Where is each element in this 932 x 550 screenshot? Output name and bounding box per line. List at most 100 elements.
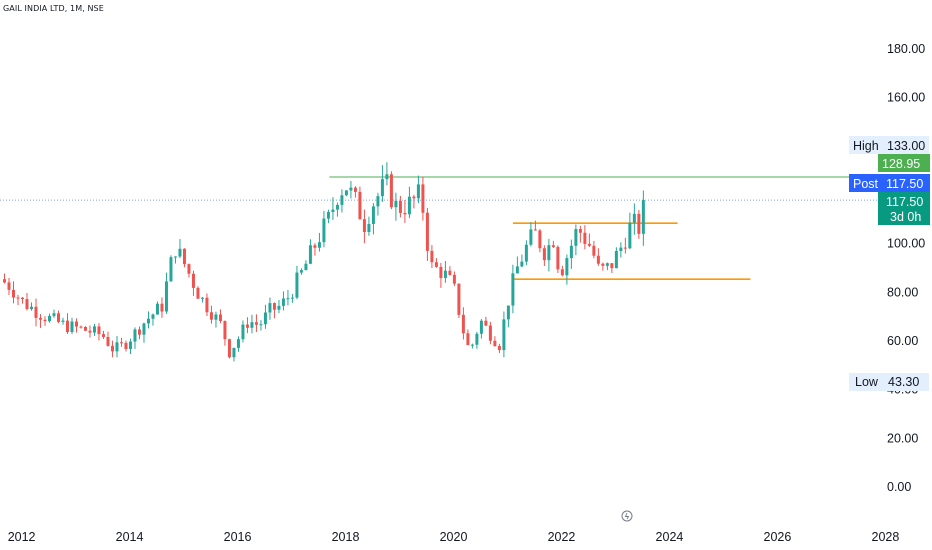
- candle-body: [200, 297, 204, 299]
- post-label-value: 117.50: [886, 177, 923, 191]
- candle-body: [331, 209, 335, 213]
- candle-body: [362, 219, 366, 233]
- time-axis-tick: 2012: [8, 530, 36, 544]
- candlestick-series: [2, 162, 645, 362]
- candle-body: [79, 326, 83, 328]
- candle-body: [191, 273, 195, 288]
- current-price-value: 117.50: [886, 195, 923, 209]
- candle-body: [430, 250, 434, 263]
- candle-body: [560, 269, 564, 276]
- candle-body: [533, 229, 537, 231]
- candle-body: [529, 229, 533, 245]
- candle-body: [367, 223, 371, 233]
- time-axis-tick: 2026: [764, 530, 792, 544]
- candle-body: [497, 346, 501, 351]
- horizontal-lines: [0, 176, 878, 280]
- post-label: Post 117.50: [849, 174, 930, 192]
- candle-body: [88, 330, 92, 333]
- current-price-tag-bg: [878, 192, 930, 225]
- time-axis[interactable]: 2012 2014 2016 2018 2020 2022 2024 2026 2028: [8, 530, 900, 544]
- candle-body: [290, 297, 294, 299]
- candle-body: [205, 297, 209, 313]
- candle-body: [322, 218, 326, 243]
- candle-body: [466, 333, 470, 346]
- candle-body: [133, 329, 137, 342]
- candle-body: [241, 324, 245, 340]
- candle-body: [74, 321, 78, 327]
- candle-body: [452, 274, 456, 284]
- candle-body: [187, 264, 191, 274]
- candle-body: [434, 262, 438, 267]
- time-axis-tick: 2020: [440, 530, 468, 544]
- candle-body: [619, 247, 623, 251]
- candle-body: [128, 341, 132, 349]
- candle-body: [299, 270, 303, 273]
- candle-body: [547, 245, 551, 261]
- candle-body: [209, 312, 213, 320]
- candle-body: [218, 314, 222, 322]
- post-label-text: Post: [853, 177, 879, 191]
- candle-body: [421, 184, 425, 213]
- candle-body: [515, 266, 519, 274]
- candle-body: [227, 339, 231, 358]
- candle-body: [398, 200, 402, 213]
- candle-body: [443, 270, 447, 278]
- high-label: High 133.00: [849, 136, 929, 154]
- candle-body: [389, 174, 393, 208]
- candle-body: [29, 306, 33, 310]
- high-label-bg: [849, 136, 929, 154]
- candle-body: [11, 289, 15, 298]
- low-label-bg: [849, 373, 929, 391]
- candle-body: [43, 319, 47, 322]
- candle-body: [506, 305, 510, 320]
- time-marker-icon[interactable]: [621, 510, 633, 522]
- candle-body: [214, 314, 218, 320]
- candle-body: [574, 229, 578, 246]
- candle-body: [412, 196, 416, 199]
- candle-body: [308, 245, 312, 264]
- price-axis-tick: 20.00: [887, 431, 918, 445]
- candle-body: [569, 245, 573, 259]
- candle-body: [173, 256, 177, 258]
- candle-body: [272, 303, 276, 310]
- candle-body: [281, 298, 285, 306]
- candle-body: [371, 206, 375, 224]
- candle-body: [313, 245, 317, 248]
- candle-body: [61, 320, 65, 322]
- candle-body: [407, 196, 411, 215]
- time-axis-tick: 2022: [548, 530, 576, 544]
- candle-body: [425, 212, 429, 251]
- low-label-text: Low: [855, 375, 879, 389]
- candle-body: [178, 248, 182, 257]
- candle-body: [92, 326, 96, 333]
- candle-body: [335, 204, 339, 210]
- candle-body: [457, 283, 461, 315]
- candle-body: [223, 321, 227, 340]
- candle-body: [641, 200, 645, 234]
- candle-body: [142, 323, 146, 335]
- upper-level-tag-value: 128.95: [882, 157, 920, 171]
- candle-body: [380, 179, 384, 197]
- candle-body: [236, 339, 240, 348]
- candle-body: [394, 200, 398, 208]
- time-axis-tick: 2024: [656, 530, 684, 544]
- candle-body: [268, 303, 272, 313]
- current-price-tag: 117.50 3d 0h: [878, 192, 930, 225]
- price-axis-tick: 80.00: [887, 285, 918, 299]
- candle-body: [326, 212, 330, 219]
- candle-body: [65, 320, 69, 333]
- candle-body: [34, 306, 38, 318]
- post-label-name-bg: [849, 174, 879, 192]
- candle-body: [169, 257, 173, 282]
- price-axis[interactable]: 0.0020.0040.0060.0080.00100.00160.00180.…: [887, 42, 925, 494]
- candle-body: [263, 312, 267, 325]
- price-axis-tick: 180.00: [887, 42, 925, 56]
- candle-body: [146, 318, 150, 324]
- candle-body: [592, 245, 596, 256]
- high-label-text: High: [853, 139, 879, 153]
- candle-body: [250, 322, 254, 328]
- candle-body: [565, 258, 569, 276]
- candle-body: [385, 174, 389, 180]
- time-axis-tick: 2018: [332, 530, 360, 544]
